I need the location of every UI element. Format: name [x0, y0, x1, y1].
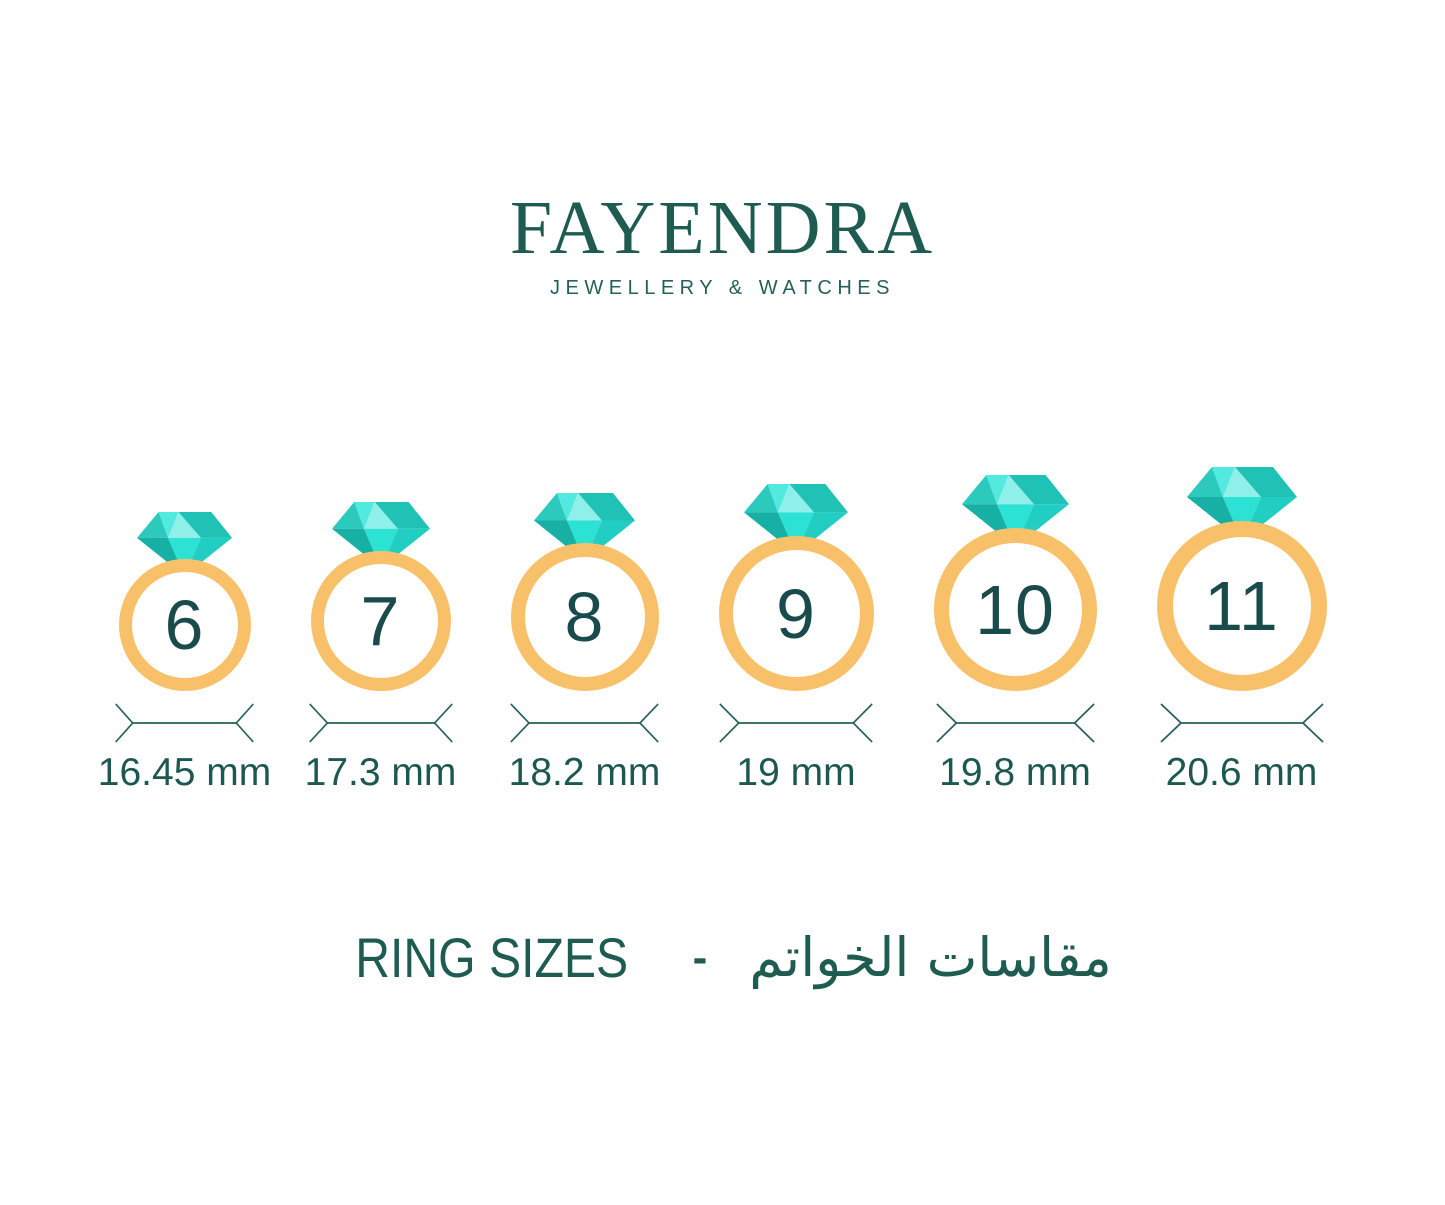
ring-size-number: 11: [1204, 567, 1279, 646]
ring-band: 6: [118, 559, 251, 692]
ring-band: 11: [1156, 521, 1327, 692]
diameter-label: 19.8 mm: [939, 751, 1091, 795]
rings-row: 6 16.45 mm 7 17.3 mm 8 18.2 mm 9: [0, 467, 1445, 795]
ring-size-number: 10: [975, 570, 1055, 649]
footer-title-separator: -: [692, 933, 708, 983]
ring-figure-size-11: 11 20.6 mm: [1156, 467, 1327, 795]
ring-figure-size-9: 9 19 mm: [718, 484, 874, 795]
brand-tagline: JEWELLERY & WATCHES: [550, 277, 895, 299]
dimension-line-icon: [308, 703, 453, 743]
ring-band: 10: [933, 528, 1097, 692]
diameter-label: 17.3 mm: [304, 751, 457, 795]
ring-band: 8: [510, 543, 659, 692]
diameter-label: 18.2 mm: [508, 751, 661, 795]
footer-title-english: RING SIZES: [355, 926, 629, 990]
brand-logo-text: FAYENDRA: [509, 186, 936, 270]
ring-size-number: 7: [360, 582, 401, 661]
ring-figure-size-6: 6 16.45 mm: [98, 512, 271, 795]
footer-title: RING SIZES - مقاسات الخواتم: [0, 926, 1445, 990]
ring-band: 9: [718, 536, 874, 692]
ring-figure-size-8: 8 18.2 mm: [508, 493, 661, 795]
diameter-label: 16.45 mm: [97, 751, 272, 795]
ring-figure-size-10: 10 19.8 mm: [933, 475, 1097, 795]
dimension-line-icon: [509, 703, 660, 743]
dimension-line-icon: [114, 703, 255, 743]
dimension-line-icon: [935, 703, 1095, 743]
footer-title-arabic: مقاسات الخواتم: [749, 926, 1112, 990]
ring-size-number: 9: [776, 574, 816, 653]
brand-header: FAYENDRA JEWELLERY & WATCHES: [0, 0, 1445, 299]
ring-size-number: 8: [564, 578, 605, 657]
ring-figure-size-7: 7 17.3 mm: [305, 502, 456, 795]
diameter-label: 19 mm: [736, 751, 856, 795]
dimension-line-icon: [718, 703, 874, 743]
dimension-line-icon: [1159, 703, 1324, 743]
diameter-label: 20.6 mm: [1165, 751, 1318, 795]
ring-size-number: 6: [164, 586, 205, 665]
ring-band: 7: [310, 551, 451, 692]
